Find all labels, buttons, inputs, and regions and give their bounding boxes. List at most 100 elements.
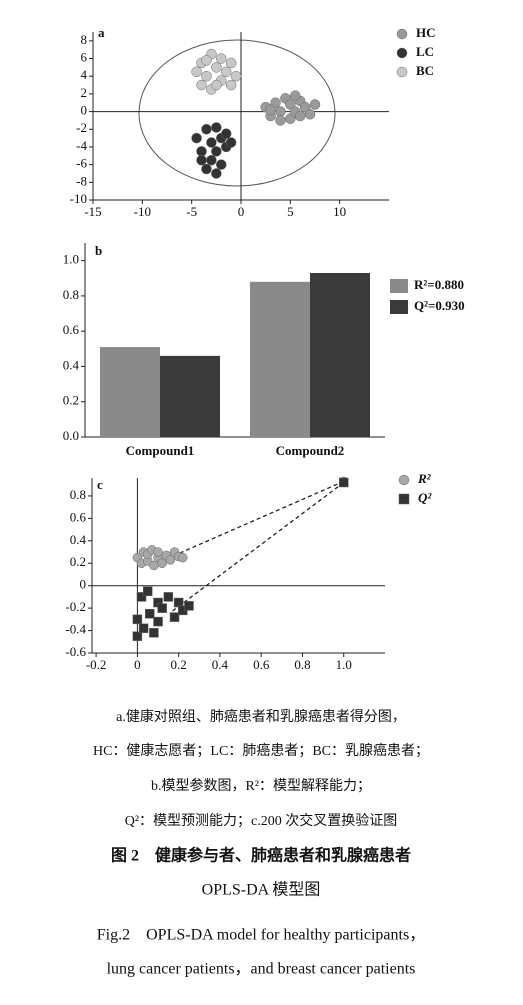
point bbox=[201, 163, 212, 175]
point bbox=[211, 168, 222, 179]
y-tick-label: 0.4 bbox=[70, 532, 87, 547]
point bbox=[338, 477, 349, 488]
point bbox=[275, 106, 286, 117]
y-tick-label: -8 bbox=[76, 173, 87, 188]
legend-marker bbox=[396, 28, 408, 40]
point bbox=[201, 70, 212, 82]
y-tick-label: 0.2 bbox=[70, 554, 86, 569]
point bbox=[206, 137, 217, 148]
point bbox=[145, 608, 155, 619]
fit-line bbox=[170, 480, 344, 558]
caption-line: HC：健康志愿者；LC：肺癌患者；BC：乳腺癌患者； bbox=[93, 742, 429, 759]
legend-marker bbox=[398, 474, 410, 486]
point bbox=[169, 612, 180, 622]
point bbox=[206, 154, 217, 166]
legend-label: LC bbox=[416, 44, 434, 59]
point bbox=[149, 560, 159, 571]
y-tick-label: 0.6 bbox=[70, 509, 87, 524]
y-tick-label: 8 bbox=[81, 32, 88, 47]
x-tick-label: -0.2 bbox=[86, 657, 107, 672]
caption-title-en: Fig.2 OPLS-DA model for healthy particip… bbox=[97, 927, 425, 944]
point bbox=[142, 586, 153, 597]
point bbox=[196, 146, 207, 157]
caption-title-en: lung cancer patients，and breast cancer p… bbox=[107, 961, 416, 978]
point bbox=[201, 55, 212, 66]
x-tick-label: 0.4 bbox=[212, 657, 229, 672]
point bbox=[184, 601, 194, 611]
x-tick-label: 1.0 bbox=[336, 657, 352, 672]
point bbox=[230, 70, 242, 82]
y-tick-label: -0.4 bbox=[65, 622, 86, 637]
point bbox=[132, 614, 143, 625]
point bbox=[216, 53, 227, 64]
panel-label: c bbox=[97, 477, 103, 492]
point bbox=[196, 154, 207, 166]
point bbox=[132, 631, 143, 641]
caption-title: 图 2 健康参与者、肺癌患者和乳腺癌患者 bbox=[111, 846, 411, 865]
point bbox=[138, 623, 149, 634]
point bbox=[149, 628, 159, 638]
point bbox=[165, 555, 176, 565]
bar bbox=[160, 355, 220, 437]
point bbox=[225, 57, 237, 69]
point bbox=[304, 108, 316, 120]
point bbox=[265, 104, 276, 116]
y-tick-label: 0.2 bbox=[63, 393, 79, 408]
bar bbox=[250, 281, 310, 437]
point bbox=[191, 132, 202, 144]
y-tick-label: -0.2 bbox=[65, 599, 86, 614]
point bbox=[153, 547, 163, 557]
y-tick-label: 0.4 bbox=[63, 357, 80, 372]
legend-swatch bbox=[390, 279, 408, 293]
x-tick-label: 0.2 bbox=[171, 657, 187, 672]
x-tick-label: -15 bbox=[84, 204, 101, 219]
x-tick-label: -5 bbox=[186, 204, 197, 219]
point bbox=[153, 616, 163, 627]
y-tick-label: -10 bbox=[70, 191, 87, 206]
legend-label: BC bbox=[416, 63, 434, 78]
x-tick-label: -10 bbox=[134, 204, 151, 219]
legend-label: HC bbox=[416, 25, 436, 40]
legend-label: Q²=0.930 bbox=[414, 298, 465, 313]
point bbox=[216, 159, 227, 170]
y-tick-label: 6 bbox=[81, 50, 88, 65]
point bbox=[163, 592, 174, 602]
caption-line: b.模型参数图，R²：模型解释能力； bbox=[151, 777, 371, 794]
y-tick-label: 0.0 bbox=[63, 428, 79, 443]
point bbox=[157, 558, 167, 569]
caption-title: OPLS-DA 模型图 bbox=[202, 881, 321, 899]
y-tick-label: -0.6 bbox=[65, 644, 86, 659]
legend-marker bbox=[396, 66, 408, 78]
y-tick-label: -2 bbox=[76, 120, 87, 135]
y-tick-label: 0 bbox=[80, 577, 87, 592]
point bbox=[290, 90, 301, 101]
x-tick-label: 0.8 bbox=[294, 657, 310, 672]
point bbox=[294, 110, 306, 122]
y-tick-label: 0.6 bbox=[63, 322, 80, 337]
point bbox=[136, 592, 147, 602]
point bbox=[220, 128, 232, 139]
legend-label: R² bbox=[417, 471, 432, 486]
point bbox=[191, 66, 202, 78]
legend-label: R²=0.880 bbox=[414, 277, 464, 292]
legend-marker bbox=[398, 493, 410, 505]
x-tick-label: 10 bbox=[333, 204, 346, 219]
point bbox=[225, 137, 237, 148]
point bbox=[275, 115, 286, 126]
point bbox=[178, 552, 188, 563]
point bbox=[309, 99, 321, 110]
legend-label: Q² bbox=[418, 490, 432, 505]
legend-marker bbox=[396, 47, 408, 59]
x-tick-label: 0 bbox=[134, 657, 141, 672]
point bbox=[211, 122, 222, 133]
panel-label: a bbox=[98, 25, 105, 40]
point bbox=[201, 124, 212, 135]
x-tick-label: Compound2 bbox=[276, 443, 345, 458]
caption-line: a.健康对照组、肺癌患者和乳腺癌患者得分图， bbox=[116, 708, 406, 725]
fit-line bbox=[170, 481, 345, 613]
caption-line: Q²：模型预测能力；c.200 次交叉置换验证图 bbox=[125, 812, 398, 829]
y-tick-label: 4 bbox=[81, 67, 88, 82]
point bbox=[211, 146, 222, 157]
point bbox=[157, 603, 167, 613]
